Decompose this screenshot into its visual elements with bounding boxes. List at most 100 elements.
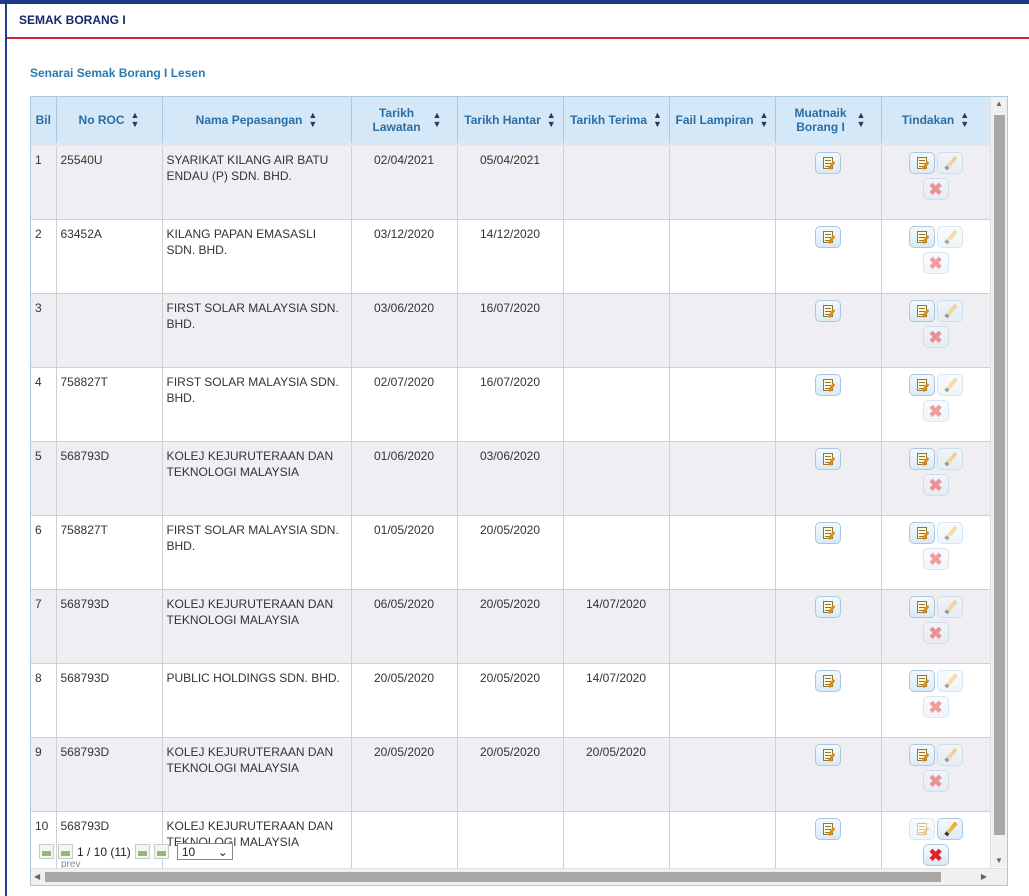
scroll-right-icon[interactable]: ▶ <box>980 872 987 881</box>
upload-borang-button[interactable] <box>815 300 841 322</box>
horizontal-scrollbar[interactable]: ◀ ▶ <box>31 868 1007 885</box>
sort-icon[interactable]: ▲ ▼ <box>960 110 970 129</box>
table-row[interactable]: 5 568793D KOLEJ KEJURUTERAAN DAN TEKNOLOGI… <box>31 441 991 516</box>
edit-button[interactable] <box>936 596 963 618</box>
page-size-select[interactable]: 10 ⌄ <box>176 843 233 860</box>
cell-no-roc <box>56 293 163 368</box>
edit-button[interactable] <box>936 374 963 396</box>
col-tarikh-terima[interactable]: Tarikh Terima ▲ ▼ <box>563 97 670 145</box>
edit-button[interactable] <box>936 300 963 322</box>
table-row[interactable]: 7 568793D KOLEJ KEJURUTERAAN DAN TEKNOLOGI… <box>31 589 991 664</box>
scroll-up-icon[interactable]: ▲ <box>995 99 1003 108</box>
scroll-down-icon[interactable]: ▼ <box>995 856 1003 865</box>
sort-icon[interactable]: ▲ ▼ <box>653 110 662 129</box>
delete-button[interactable]: ✖ <box>922 178 949 200</box>
edit-button[interactable] <box>936 670 963 692</box>
col-tindakan[interactable]: Tindakan ▲ ▼ <box>881 97 991 145</box>
edit-button[interactable] <box>936 226 963 248</box>
upload-borang-button[interactable] <box>815 670 841 692</box>
upload-borang-button[interactable] <box>815 448 841 470</box>
edit-button[interactable] <box>936 744 963 766</box>
view-button[interactable] <box>908 300 935 322</box>
sort-icon[interactable]: ▲ ▼ <box>432 110 442 129</box>
cell-bil: 8 <box>31 663 57 738</box>
col-nama-pepasangan[interactable]: Nama Pepasangan ▲ ▼ <box>162 97 352 145</box>
sort-icon[interactable]: ▲ ▼ <box>546 110 556 129</box>
col-fail-lampiran[interactable]: Fail Lampiran ▲ ▼ <box>669 97 776 145</box>
upload-borang-button[interactable] <box>815 522 841 544</box>
last-page-icon[interactable] <box>153 844 169 859</box>
delete-button[interactable]: ✖ <box>922 844 949 866</box>
cell-tarikh-terima <box>563 515 670 590</box>
table-row[interactable]: 1 25540U SYARIKAT KILANG AIR BATU ENDAU (P… <box>31 143 991 220</box>
table-row[interactable]: 9 568793D KOLEJ KEJURUTERAAN DAN TEKNOLOGI… <box>31 737 991 812</box>
scroll-left-icon[interactable]: ◀ <box>34 872 41 881</box>
cell-muatnaik <box>775 293 882 368</box>
sort-icon[interactable]: ▲ ▼ <box>856 110 866 129</box>
delete-button[interactable]: ✖ <box>922 474 949 496</box>
table-row[interactable]: 3 FIRST SOLAR MALAYSIA SDN. BHD. 03/06/202… <box>31 293 991 368</box>
cell-nama: FIRST SOLAR MALAYSIA SDN. BHD. <box>162 367 352 442</box>
cell-no-roc: 25540U <box>56 143 163 220</box>
edit-document-icon <box>823 157 833 169</box>
cell-tindakan: ✖ <box>881 441 991 516</box>
cell-fail-lampiran <box>669 515 776 590</box>
sort-icon[interactable]: ▲ ▼ <box>130 110 140 129</box>
upload-borang-button[interactable] <box>815 818 841 840</box>
cell-no-roc: 758827T <box>56 515 163 590</box>
cell-no-roc: 568793D <box>56 589 163 664</box>
view-button[interactable] <box>908 374 935 396</box>
cell-tarikh-lawatan: 01/06/2020 <box>351 441 458 516</box>
delete-button[interactable]: ✖ <box>922 548 949 570</box>
table-row[interactable]: 4 758827T FIRST SOLAR MALAYSIA SDN. BHD. 02… <box>31 367 991 442</box>
delete-button[interactable]: ✖ <box>922 696 949 718</box>
cell-bil: 5 <box>31 441 57 516</box>
view-button[interactable] <box>908 522 935 544</box>
view-button[interactable] <box>908 152 935 174</box>
upload-borang-button[interactable] <box>815 374 841 396</box>
next-page-icon[interactable] <box>134 844 150 859</box>
upload-borang-button[interactable] <box>815 596 841 618</box>
vertical-scroll-thumb[interactable] <box>994 115 1005 835</box>
horizontal-scroll-thumb[interactable] <box>45 872 941 882</box>
edit-document-icon <box>916 823 927 835</box>
col-tarikh-hantar[interactable]: Tarikh Hantar ▲ ▼ <box>457 97 564 145</box>
cell-nama: FIRST SOLAR MALAYSIA SDN. BHD. <box>162 515 352 590</box>
delete-button[interactable]: ✖ <box>922 252 949 274</box>
sort-icon[interactable]: ▲ ▼ <box>759 110 769 129</box>
delete-button[interactable]: ✖ <box>922 622 949 644</box>
view-button[interactable] <box>908 226 935 248</box>
delete-button[interactable]: ✖ <box>922 326 949 348</box>
view-button[interactable] <box>908 448 935 470</box>
table-row[interactable]: 2 63452A KILANG PAPAN EMASASLI SDN. BHD. 03… <box>31 219 991 294</box>
edit-document-icon <box>823 379 833 391</box>
cell-fail-lampiran <box>669 441 776 516</box>
first-page-icon[interactable] <box>39 844 54 859</box>
col-bil[interactable]: Bil <box>31 97 57 145</box>
table-row[interactable]: 6 758827T FIRST SOLAR MALAYSIA SDN. BHD. 01… <box>31 515 991 590</box>
cell-tarikh-lawatan: 01/05/2020 <box>351 515 458 590</box>
vertical-scrollbar[interactable]: ▲ ▼ <box>990 97 1007 867</box>
col-muatnaik-borang[interactable]: Muatnaik Borang I ▲ ▼ <box>775 97 882 145</box>
cell-tarikh-lawatan: 06/05/2020 <box>351 589 458 664</box>
upload-borang-button[interactable] <box>815 226 841 248</box>
sort-icon[interactable]: ▲ ▼ <box>308 110 318 129</box>
col-no-roc[interactable]: No ROC ▲ ▼ <box>56 97 163 145</box>
prev-page-icon[interactable] <box>58 844 73 859</box>
delete-button[interactable]: ✖ <box>922 400 949 422</box>
upload-borang-button[interactable] <box>815 152 841 174</box>
view-button[interactable] <box>908 744 935 766</box>
delete-button[interactable]: ✖ <box>922 770 949 792</box>
edit-button[interactable] <box>936 152 963 174</box>
view-button[interactable] <box>908 596 935 618</box>
upload-borang-button[interactable] <box>815 744 841 766</box>
view-button[interactable] <box>908 670 935 692</box>
col-tarikh-lawatan[interactable]: Tarikh Lawatan ▲ ▼ <box>351 97 458 145</box>
table-row[interactable]: 8 568793D PUBLIC HOLDINGS SDN. BHD. 20/05/2… <box>31 663 991 738</box>
edit-button[interactable] <box>936 818 963 840</box>
cell-fail-lampiran <box>669 663 776 738</box>
cell-tarikh-lawatan: 20/05/2020 <box>351 737 458 812</box>
edit-button[interactable] <box>936 448 963 470</box>
edit-button[interactable] <box>936 522 963 544</box>
view-button[interactable] <box>908 818 935 840</box>
